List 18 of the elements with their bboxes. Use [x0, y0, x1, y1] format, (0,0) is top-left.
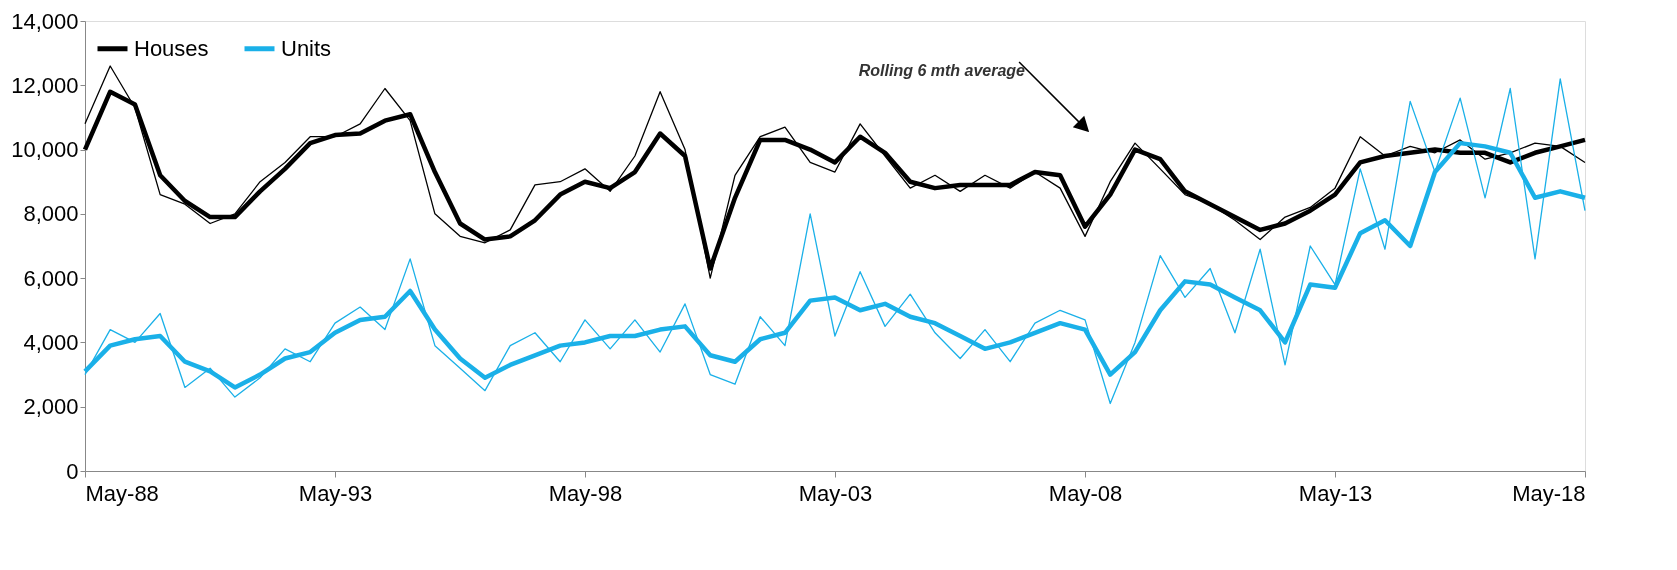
- x-tick-label: May-88: [85, 480, 159, 506]
- x-tick-label: May-03: [798, 480, 873, 506]
- x-tick-label: May-98: [548, 480, 623, 506]
- y-tick-label: 4,000: [23, 329, 79, 355]
- legend-label: Houses: [134, 35, 209, 61]
- legend-label: Units: [281, 35, 332, 61]
- x-tick-label: May-13: [1298, 480, 1373, 506]
- y-tick-label: 14,000: [11, 8, 79, 34]
- x-tick-label: May-08: [1048, 480, 1123, 506]
- y-tick-label: 2,000: [23, 394, 79, 420]
- y-tick-label: 6,000: [23, 265, 79, 291]
- annotation: Rolling 6 mth average: [858, 62, 1026, 79]
- y-tick-label: 12,000: [11, 72, 79, 98]
- x-tick-label: May-93: [298, 480, 373, 506]
- y-tick-label: 0: [66, 458, 79, 484]
- y-tick-label: 10,000: [11, 137, 79, 163]
- y-tick-label: 8,000: [23, 201, 79, 227]
- x-tick-label: May-18: [1512, 480, 1586, 506]
